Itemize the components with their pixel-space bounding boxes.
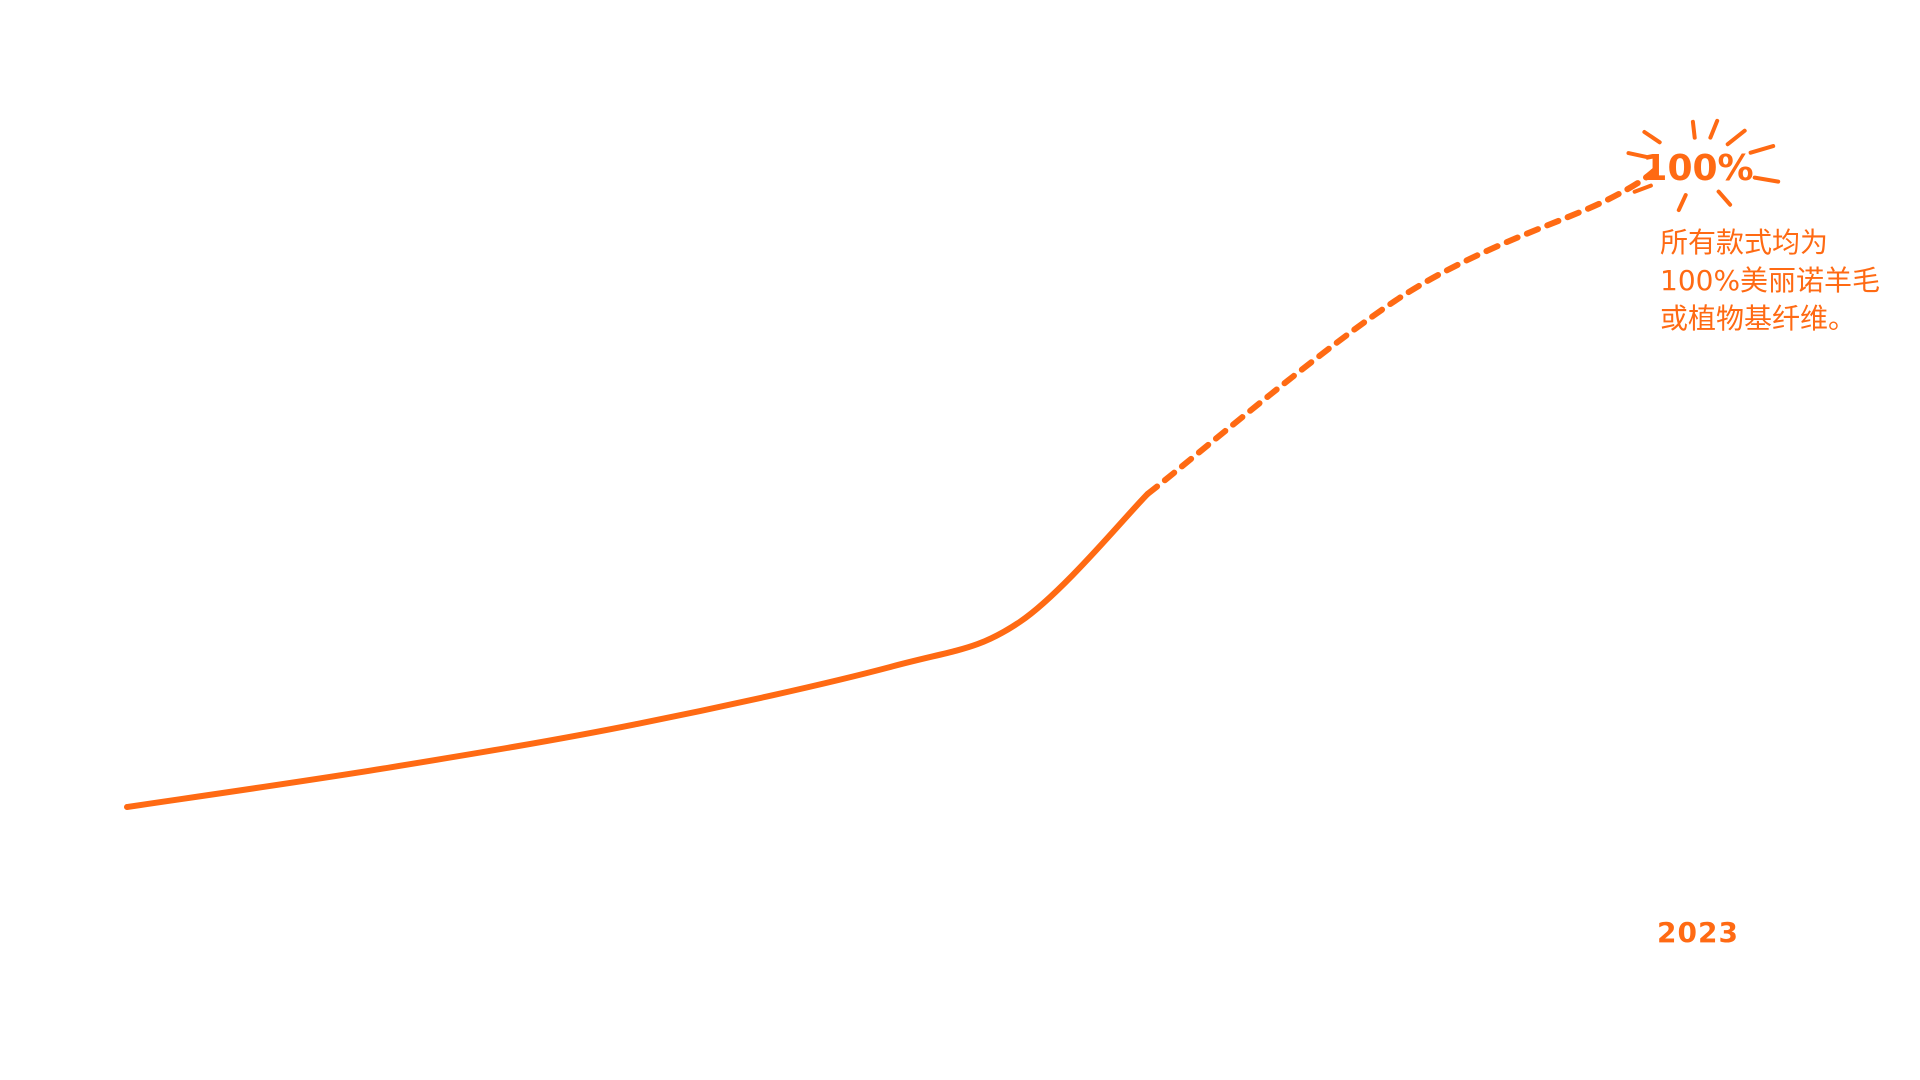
burst-ray-9 [1626,151,1648,159]
burst-ray-2 [1725,128,1747,147]
burst-ray-7 [1632,183,1653,194]
burst-ray-3 [1748,144,1776,155]
end-value-label: 100% [1642,148,1753,189]
burst-ray-8 [1642,130,1662,145]
x-axis-tick-label: 2023 [1657,916,1739,949]
chart-annotation: 所有款式均为 100%美丽诺羊毛 或植物基纤维。 [1660,226,1881,335]
series-line-projected [1144,165,1661,497]
burst-ray-0 [1690,119,1697,140]
series-line-solid [124,490,1151,810]
burst-ray-1 [1708,118,1720,140]
burst-ray-4 [1752,175,1781,184]
burst-ray-5 [1716,189,1733,207]
burst-ray-6 [1676,193,1688,213]
highlight-burst-icon [1626,118,1781,213]
